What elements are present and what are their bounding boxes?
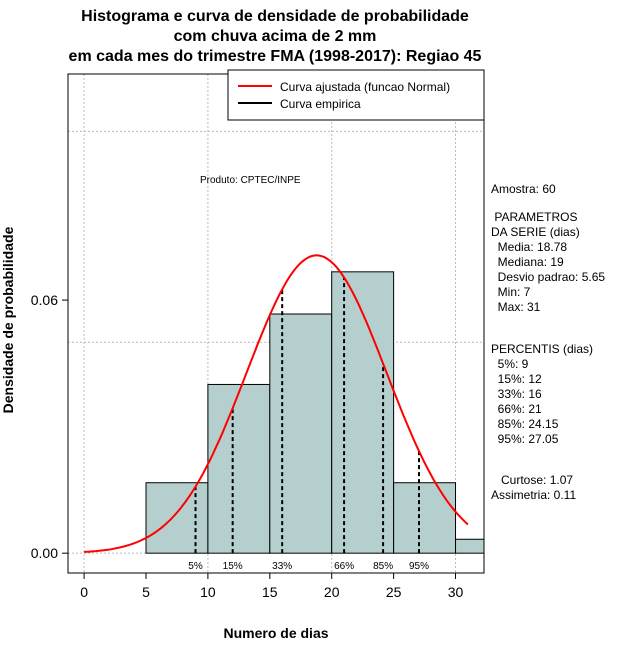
stats-line: 66%: 21 (491, 402, 542, 416)
stats-line: Media: 18.78 (491, 240, 567, 254)
x-tick-label: 25 (386, 584, 402, 600)
percentile-label: 5% (188, 561, 203, 572)
x-axis-label: Numero de dias (223, 625, 328, 641)
histogram-bar (393, 482, 457, 554)
x-tick-label: 15 (262, 584, 278, 600)
normal-fit-curve (84, 254, 469, 553)
stats-line: Assimetria: 0.11 (491, 488, 576, 502)
legend-label-fit: Curva ajustada (funcao Normal) (280, 80, 450, 94)
stats-line: 33%: 16 (491, 387, 542, 401)
stats-line: Desvio padrao: 5.65 (491, 270, 605, 284)
stats-line: Curtose: 1.07 (491, 473, 573, 487)
chart-title-line3: em cada mes do trimestre FMA (1998-2017)… (69, 48, 482, 65)
legend: Curva ajustada (funcao Normal) Curva emp… (227, 69, 485, 121)
percentile-label: 15% (223, 561, 243, 572)
stats-line: Max: 31 (491, 300, 541, 314)
percentile-label: 33% (272, 561, 292, 572)
product-annotation: Produto: CPTEC/INPE (200, 175, 301, 186)
percentile-label: 85% (373, 561, 393, 572)
y-axis-label: Densidade de probabilidade (0, 226, 16, 413)
histogram-bar (455, 538, 484, 554)
y-tick-label: 0.06 (31, 292, 58, 308)
chart-title-line2: com chuva acima de 2 mm (174, 28, 377, 45)
stats-line: Min: 7 (491, 285, 531, 299)
chart-title-line1: Histograma e curva de densidade de proba… (81, 8, 469, 25)
stats-line: PARAMETROS (491, 210, 577, 224)
stats-line: 95%: 27.05 (491, 432, 559, 446)
stats-line: 15%: 12 (491, 372, 542, 386)
stats-line: Mediana: 19 (491, 255, 564, 269)
x-tick-label: 10 (200, 584, 216, 600)
percentile-label: 66% (334, 561, 354, 572)
x-tick-label: 30 (448, 584, 464, 600)
x-tick-label: 20 (324, 584, 340, 600)
stats-line: DA SERIE (dias) (491, 225, 580, 239)
stats-line: 5%: 9 (491, 357, 529, 371)
histogram-bar (207, 383, 271, 554)
legend-label-empirical: Curva empirica (280, 97, 361, 111)
percentile-label: 95% (409, 561, 429, 572)
y-tick-label: 0.00 (31, 545, 58, 561)
stats-line: 85%: 24.15 (491, 417, 559, 431)
histogram-bar (269, 313, 333, 554)
x-tick-label: 0 (80, 584, 88, 600)
stats-line: Amostra: 60 (491, 182, 556, 196)
stats-line: PERCENTIS (dias) (491, 342, 593, 356)
x-tick-label: 5 (142, 584, 150, 600)
histogram-bar (145, 482, 209, 554)
